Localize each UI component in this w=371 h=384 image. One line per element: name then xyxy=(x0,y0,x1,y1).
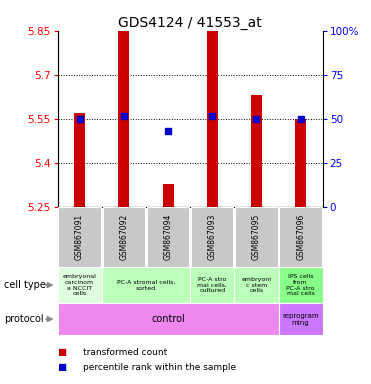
Bar xyxy=(58,267,102,303)
Bar xyxy=(102,267,190,303)
Bar xyxy=(279,267,323,303)
Bar xyxy=(58,207,101,267)
Text: ◼: ◼ xyxy=(58,362,67,372)
Bar xyxy=(74,113,85,207)
Bar xyxy=(118,31,129,207)
Text: GSM867096: GSM867096 xyxy=(296,214,305,260)
Text: control: control xyxy=(151,314,185,324)
Bar xyxy=(235,207,278,267)
Text: GSM867092: GSM867092 xyxy=(119,214,128,260)
Bar xyxy=(103,207,145,267)
Text: IPS cells
from
PC-A stro
mal cells: IPS cells from PC-A stro mal cells xyxy=(286,274,315,296)
Text: protocol: protocol xyxy=(4,314,43,324)
Bar xyxy=(207,31,218,207)
Text: PC-A stro
mal cells,
cultured: PC-A stro mal cells, cultured xyxy=(197,277,227,293)
Bar xyxy=(147,207,189,267)
Bar xyxy=(191,207,233,267)
Text: PC-A stromal cells,
sorted: PC-A stromal cells, sorted xyxy=(117,280,175,291)
Text: cell type: cell type xyxy=(4,280,46,290)
Text: embryoni
c stem
cells: embryoni c stem cells xyxy=(242,277,272,293)
Text: GSM867095: GSM867095 xyxy=(252,214,261,260)
Bar xyxy=(190,267,234,303)
Text: reprogram
ming: reprogram ming xyxy=(282,313,319,326)
Text: transformed count: transformed count xyxy=(83,348,168,357)
Bar xyxy=(279,207,322,267)
Text: percentile rank within the sample: percentile rank within the sample xyxy=(83,363,237,372)
Text: embryonal
carcinom
a NCCIT
cells: embryonal carcinom a NCCIT cells xyxy=(63,274,96,296)
Text: GSM867093: GSM867093 xyxy=(208,214,217,260)
Bar xyxy=(234,267,279,303)
Bar xyxy=(251,96,262,207)
Bar xyxy=(279,303,323,335)
Bar xyxy=(162,184,174,207)
Title: GDS4124 / 41553_at: GDS4124 / 41553_at xyxy=(118,16,262,30)
Bar xyxy=(295,119,306,207)
Bar xyxy=(58,303,279,335)
Text: GSM867091: GSM867091 xyxy=(75,214,84,260)
Text: ◼: ◼ xyxy=(58,347,67,357)
Text: GSM867094: GSM867094 xyxy=(164,214,173,260)
